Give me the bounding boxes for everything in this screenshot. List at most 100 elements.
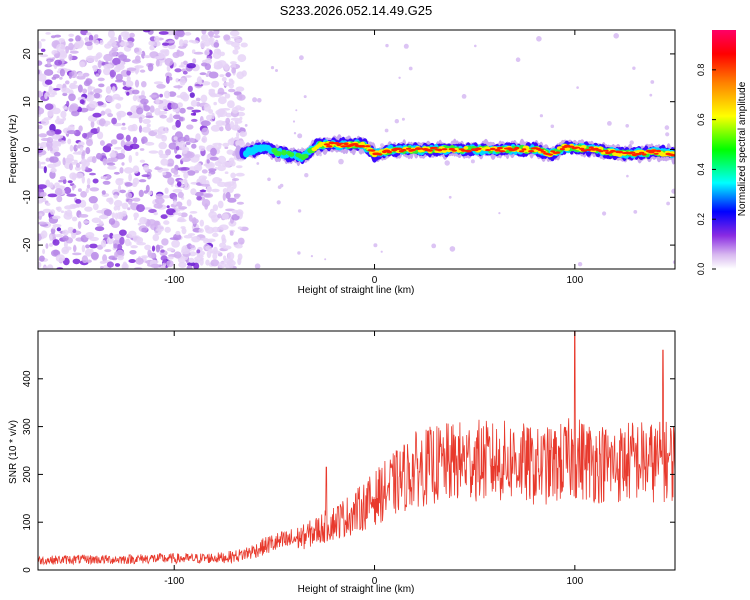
spectrogram-noise-blob [138, 179, 147, 183]
spectrogram-noise-blob [128, 241, 132, 246]
spectrogram-noise-blob [111, 212, 116, 219]
spectrogram-speck [338, 158, 344, 165]
spectrogram-noise-blob [167, 256, 174, 260]
figure-title: S233.2026.052.14.49.G25 [280, 3, 433, 18]
spectrogram-track-cell [281, 149, 287, 156]
spectrogram-noise-blob [188, 257, 195, 263]
spectrogram-noise-blob [38, 213, 43, 217]
spectrogram-speck [380, 143, 384, 148]
spectrogram-noise-blob [182, 70, 188, 75]
spectrogram-noise-blob [198, 78, 203, 85]
spectrogram-speck [297, 133, 303, 139]
spectrogram-noise-blob [109, 69, 117, 78]
spectrogram-noise-blob [90, 251, 99, 260]
spectrogram-noise-blob [162, 171, 167, 176]
spectrogram-track-cell [451, 149, 457, 152]
spectrogram-noise-blob [173, 136, 178, 141]
spectrogram-noise-blob [201, 34, 209, 42]
spectrogram-noise-blob [92, 65, 98, 72]
spectrogram-noise-blob [148, 209, 157, 213]
spectrogram-noise-blob [102, 234, 110, 239]
spectrogram-noise-blob [113, 66, 121, 73]
spectrogram-noise-blob [116, 110, 127, 118]
spectrogram-noise-blob [227, 197, 237, 203]
spectrogram-noise-blob [107, 113, 113, 118]
spectrogram-noise-blob [38, 184, 47, 189]
spectrogram-noise-blob [206, 159, 210, 164]
spectrogram-noise-blob [139, 148, 145, 151]
spectrogram-noise-blob [60, 110, 67, 118]
spectrogram-noise-blob [54, 59, 63, 66]
spectrogram-noise-blob [154, 35, 160, 43]
spectrogram-noise-blob [221, 213, 229, 220]
spectrogram-noise-blob [153, 81, 163, 85]
spectrogram-speck [613, 33, 619, 39]
spectrogram-noise-blob [106, 162, 116, 166]
spectrogram-noise-blob [186, 62, 196, 69]
spectrogram-speck [252, 97, 258, 103]
spectrogram-noise-blob [154, 197, 165, 205]
spectrogram-noise-blob [39, 54, 49, 58]
spectrogram-speck [470, 159, 475, 164]
spectrogram-noise-blob [39, 255, 45, 262]
spectrogram-track-cell [463, 146, 469, 150]
spectrogram-noise-blob [179, 140, 186, 149]
spectrogram-noise-blob [215, 120, 225, 126]
spectrogram-noise-blob [38, 221, 47, 225]
spectrogram-noise-blob [92, 112, 102, 118]
spectrogram-noise-blob [164, 58, 174, 66]
spectrogram-noise-blob [201, 169, 208, 174]
spectrogram-noise-blob [82, 220, 90, 224]
spectrogram-speck [398, 76, 401, 80]
spectrogram-noise-blob [54, 129, 62, 135]
colorbar-tick-label: 0.2 [696, 213, 706, 226]
spectrogram-track-cell [521, 148, 527, 151]
spectrogram-speck [299, 55, 304, 61]
spectrogram-noise-blob [201, 127, 210, 136]
spectrogram-noise-blob [203, 103, 211, 112]
spectrogram-y-label: Frequency (Hz) [8, 115, 19, 184]
spectrogram-noise-blob [78, 214, 89, 218]
spectrogram-noise-blob [103, 64, 113, 69]
spectrogram-noise-blob [52, 74, 60, 79]
spectrogram-noise-blob [235, 86, 245, 92]
spectrogram-track-cell [588, 146, 594, 149]
spectrogram-noise-blob [179, 39, 184, 47]
spectrogram-noise-blob [237, 226, 243, 230]
spectrogram-noise-blob [102, 158, 107, 166]
spectrogram-noise-blob [147, 249, 152, 257]
spectrogram-noise-blob [105, 86, 112, 94]
spectrogram-noise-blob [210, 147, 217, 156]
spectrogram-noise-blob [46, 264, 54, 269]
spectrogram-noise-blob [196, 195, 202, 201]
spectrogram-track-cell [340, 145, 348, 148]
spectrogram-noise-blob [200, 94, 208, 103]
spectrogram-noise-blob [67, 180, 73, 184]
spectrogram-x-tick-label: 0 [372, 275, 378, 286]
spectrogram-noise-blob [73, 80, 78, 85]
spectrogram-speck [515, 57, 521, 62]
spectrogram-noise-blob [40, 48, 46, 52]
spectrogram-noise-blob [173, 251, 182, 259]
spectrogram-noise-blob [141, 136, 148, 144]
spectrogram-noise-blob [83, 80, 91, 87]
spectrogram-noise-blob [190, 100, 198, 107]
spectrogram-noise-blob [75, 202, 81, 208]
spectrogram-noise-blob [133, 212, 139, 219]
spectrogram-noise-blob [68, 71, 73, 79]
spectrogram-noise-blob [99, 39, 104, 45]
spectrogram-noise-blob [218, 64, 224, 69]
spectrogram-noise-blob [62, 235, 69, 242]
spectrogram-noise-blob [159, 153, 169, 159]
spectrogram-speck [444, 160, 450, 166]
spectrogram-noise-blob [118, 34, 122, 43]
spectrogram-noise-blob [115, 73, 123, 82]
spectrogram-noise-blob [143, 105, 151, 112]
spectrogram-speck [373, 243, 378, 248]
spectrogram-speck [384, 128, 389, 133]
spectrogram-noise-blob [141, 81, 147, 88]
spectrogram-speck [449, 246, 456, 252]
spectrogram-track-cell [441, 148, 448, 151]
spectrogram-speck [633, 210, 638, 214]
spectrogram-noise-blob [236, 132, 240, 138]
